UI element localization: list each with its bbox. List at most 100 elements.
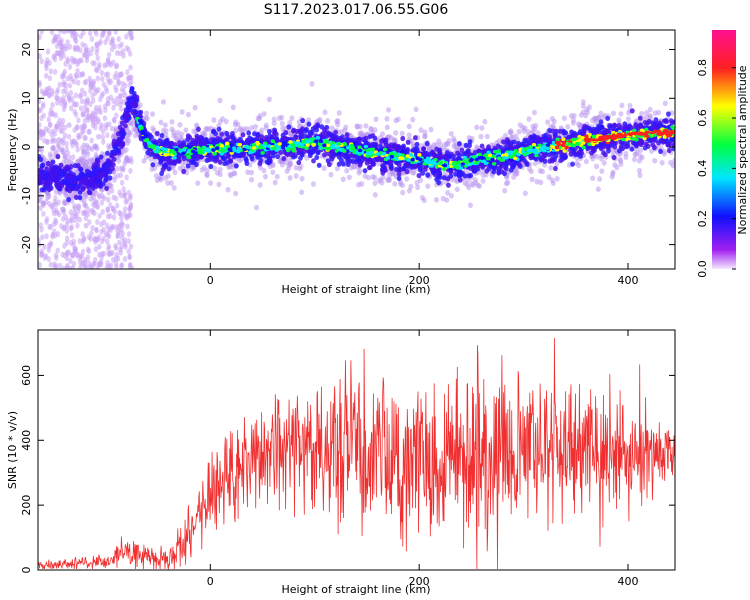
spectral-point — [120, 80, 125, 87]
spectral-point — [65, 39, 70, 46]
spectral-point — [74, 32, 79, 39]
spectral-point — [181, 168, 187, 175]
spectral-point — [647, 106, 653, 113]
spectral-point — [326, 161, 332, 168]
spectral-point — [105, 71, 111, 78]
spectral-point — [92, 60, 97, 67]
spectral-point — [50, 128, 56, 135]
spectral-point — [370, 133, 376, 139]
spectral-point — [614, 164, 620, 171]
spectral-point — [122, 193, 127, 200]
spectral-point — [508, 142, 513, 148]
spectral-point — [150, 162, 156, 168]
spectral-point — [48, 68, 54, 75]
spectral-point — [169, 119, 175, 125]
spectral-point — [39, 58, 44, 65]
spectral-point — [372, 127, 378, 133]
spectral-point — [626, 109, 632, 116]
spectral-point — [96, 108, 102, 115]
spectral-point — [502, 187, 508, 194]
spectral-point — [340, 176, 346, 183]
spectral-point — [144, 110, 150, 117]
spectral-point — [71, 238, 77, 245]
spectral-point — [59, 121, 65, 128]
spectral-point — [111, 104, 116, 111]
spectral-point — [289, 115, 295, 121]
spectral-point — [114, 49, 120, 56]
spectral-point — [531, 109, 537, 116]
spectral-point — [263, 125, 269, 131]
spectral-point — [400, 135, 406, 142]
spectral-point — [98, 38, 103, 45]
spectral-point — [38, 197, 43, 204]
spectral-point — [601, 160, 607, 166]
spectral-point — [280, 125, 286, 132]
spectral-point — [44, 72, 49, 79]
spectral-point — [316, 162, 322, 168]
spectral-point — [160, 127, 166, 134]
spectral-point — [356, 181, 362, 188]
spectral-point — [65, 56, 70, 63]
spectral-point — [54, 125, 59, 132]
spectral-point — [401, 143, 407, 149]
spectral-point — [85, 106, 90, 113]
spectral-point — [126, 74, 132, 81]
spectral-point — [632, 140, 638, 147]
spectral-point — [122, 210, 127, 217]
spectral-point — [48, 240, 54, 247]
spectral-point — [440, 195, 446, 202]
spectral-point — [396, 175, 402, 182]
spectral-point — [110, 256, 116, 263]
spectral-point — [287, 175, 293, 181]
spectral-point — [68, 73, 73, 80]
spectral-point — [46, 116, 52, 123]
spectral-point — [95, 219, 100, 226]
spectral-point — [158, 176, 164, 183]
spectral-point — [275, 153, 281, 160]
spectral-point — [64, 239, 70, 246]
spectral-point — [245, 169, 251, 176]
spectral-point — [42, 90, 47, 97]
spectral-point — [118, 249, 123, 256]
spectral-point — [300, 118, 306, 124]
spectral-point — [526, 116, 532, 122]
spectral-point — [576, 162, 582, 169]
spectral-point — [119, 263, 124, 269]
spectral-point — [93, 143, 99, 150]
spectral-point — [599, 168, 605, 174]
spectral-point — [173, 135, 179, 142]
spectral-point — [395, 116, 401, 123]
spectral-point — [159, 170, 165, 176]
spectral-point — [55, 86, 61, 93]
spectral-point — [580, 99, 586, 105]
spectral-point — [610, 169, 616, 176]
spectral-point — [266, 96, 272, 103]
spectral-point — [571, 117, 577, 123]
spectral-point — [123, 123, 128, 129]
spectral-point — [105, 35, 110, 42]
spectral-point — [90, 110, 96, 117]
spectral-point — [190, 154, 196, 161]
spectral-point — [637, 115, 643, 121]
spectral-point — [463, 142, 469, 149]
spectral-point — [69, 55, 75, 62]
spectral-point — [67, 154, 72, 161]
spectral-point — [82, 118, 88, 125]
spectral-point — [539, 137, 545, 143]
spectral-point — [96, 133, 102, 140]
spectral-point — [122, 206, 128, 213]
spectral-point — [99, 158, 105, 165]
spectral-point — [53, 34, 58, 41]
spectral-point — [262, 173, 268, 180]
spectral-point — [414, 141, 420, 147]
spectral-point — [38, 156, 44, 163]
spectral-point — [195, 180, 201, 186]
spectral-point — [126, 189, 131, 196]
spectral-point — [114, 112, 119, 119]
spectral-point — [533, 122, 539, 129]
spectral-point — [525, 129, 531, 135]
spectral-point — [328, 153, 334, 159]
spectral-point — [194, 122, 200, 128]
spectral-point — [404, 176, 410, 182]
spectral-point — [565, 123, 571, 130]
